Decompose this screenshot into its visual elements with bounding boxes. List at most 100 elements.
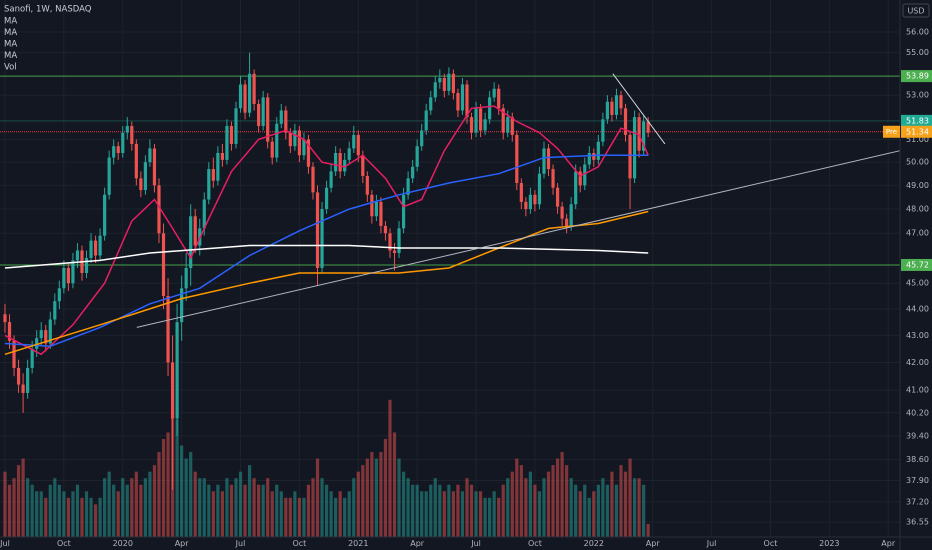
legend-entry: MA	[4, 28, 17, 38]
candle-body	[261, 97, 265, 126]
volume-bar	[229, 484, 234, 537]
candle-body	[546, 148, 551, 170]
y-tick-label: 39.40	[906, 431, 929, 440]
candle-body	[89, 240, 93, 258]
volume-bar	[374, 458, 378, 537]
candle-body	[266, 97, 270, 142]
candle-body	[537, 173, 542, 205]
moving-average	[4, 244, 649, 269]
volume-bar	[311, 478, 315, 537]
candle-body	[247, 73, 252, 113]
volume-bar	[637, 478, 641, 537]
volume-bar	[501, 484, 505, 537]
candle-body	[551, 169, 555, 188]
legend-entry: Vol	[4, 63, 17, 73]
volume-bar	[315, 458, 320, 537]
candle-body	[93, 240, 98, 256]
candle-body	[306, 139, 311, 167]
x-tick-label: Apr	[175, 539, 190, 548]
volume-bar	[542, 478, 546, 537]
candle-body	[121, 132, 125, 154]
candle-body	[297, 130, 301, 156]
candle-body	[320, 209, 324, 268]
candle-body	[469, 117, 474, 133]
volume-bar	[130, 478, 134, 537]
legend-entry: MA	[4, 40, 17, 50]
volume-bar	[66, 497, 70, 537]
level-tag	[901, 258, 932, 271]
candle-body	[103, 194, 107, 236]
volume-bar	[112, 484, 116, 537]
volume-bar	[39, 491, 43, 537]
candle-body	[161, 233, 166, 297]
level-label: 45.72	[906, 260, 929, 269]
candle-body	[7, 322, 12, 341]
volume-bar	[93, 504, 98, 537]
volume-bar	[587, 497, 591, 537]
volume-bar	[252, 478, 256, 537]
volume-bar	[107, 471, 111, 537]
volume-bar	[134, 471, 138, 537]
volume-bar	[193, 471, 197, 537]
volume-bar	[7, 484, 12, 537]
candle-body	[555, 187, 560, 207]
candle-body	[189, 216, 193, 268]
volume-bar	[234, 478, 238, 537]
candle-body	[234, 108, 238, 144]
candle-body	[116, 146, 120, 154]
y-tick-label: 55.00	[906, 48, 929, 57]
volume-bar	[583, 484, 587, 537]
volume-bar	[152, 465, 157, 537]
y-tick-label: 42.00	[906, 358, 929, 367]
currency-box[interactable]	[902, 3, 930, 18]
volume-bar	[469, 484, 474, 537]
candle-body	[370, 194, 374, 217]
y-tick-label: 48.00	[906, 205, 929, 214]
candle-body	[388, 233, 392, 251]
level-tag	[901, 114, 932, 127]
candle-body	[352, 134, 356, 149]
x-tick-label: Oct	[528, 539, 542, 548]
volume-bar	[415, 484, 419, 537]
legend-entry: MA	[4, 51, 17, 61]
volume-bar	[57, 484, 61, 537]
volume-bar	[243, 484, 247, 537]
pre-tag	[883, 125, 900, 138]
volume-bar	[488, 497, 492, 537]
candle-body	[229, 125, 234, 144]
x-tick-label: Apr	[410, 539, 425, 548]
candle-body	[3, 314, 7, 323]
candle-body	[157, 185, 161, 234]
volume-bar	[379, 452, 383, 537]
candle-body	[642, 121, 646, 151]
candle-body	[44, 330, 48, 344]
y-tick-label: 41.00	[906, 386, 929, 395]
volume-bar	[497, 497, 501, 537]
candle-body	[460, 84, 465, 111]
volume-bar	[184, 458, 188, 537]
volume-bar	[216, 484, 220, 537]
candle-body	[148, 148, 152, 163]
candle-body	[16, 367, 21, 385]
volume-bar	[578, 491, 582, 537]
volume-bar	[161, 439, 166, 537]
volume-bar	[220, 491, 224, 537]
x-tick-label: Apr	[881, 539, 896, 548]
candle-body	[401, 194, 406, 229]
volume-bar	[329, 491, 333, 537]
candle-body	[302, 139, 306, 156]
candle-body	[288, 132, 292, 147]
volume-bar	[632, 478, 637, 537]
candle-body	[311, 166, 315, 193]
volume-bar	[62, 491, 66, 537]
candle-body	[39, 330, 43, 339]
volume-bar	[180, 445, 184, 537]
currency[interactable]: USD	[907, 7, 924, 16]
volume-bar	[492, 491, 496, 537]
y-tick-label: 37.90	[906, 476, 929, 485]
candle-body	[610, 101, 614, 115]
candle-body	[569, 204, 573, 226]
candle-body	[574, 171, 578, 205]
volume-bar	[438, 484, 442, 537]
candle-body	[420, 130, 424, 147]
